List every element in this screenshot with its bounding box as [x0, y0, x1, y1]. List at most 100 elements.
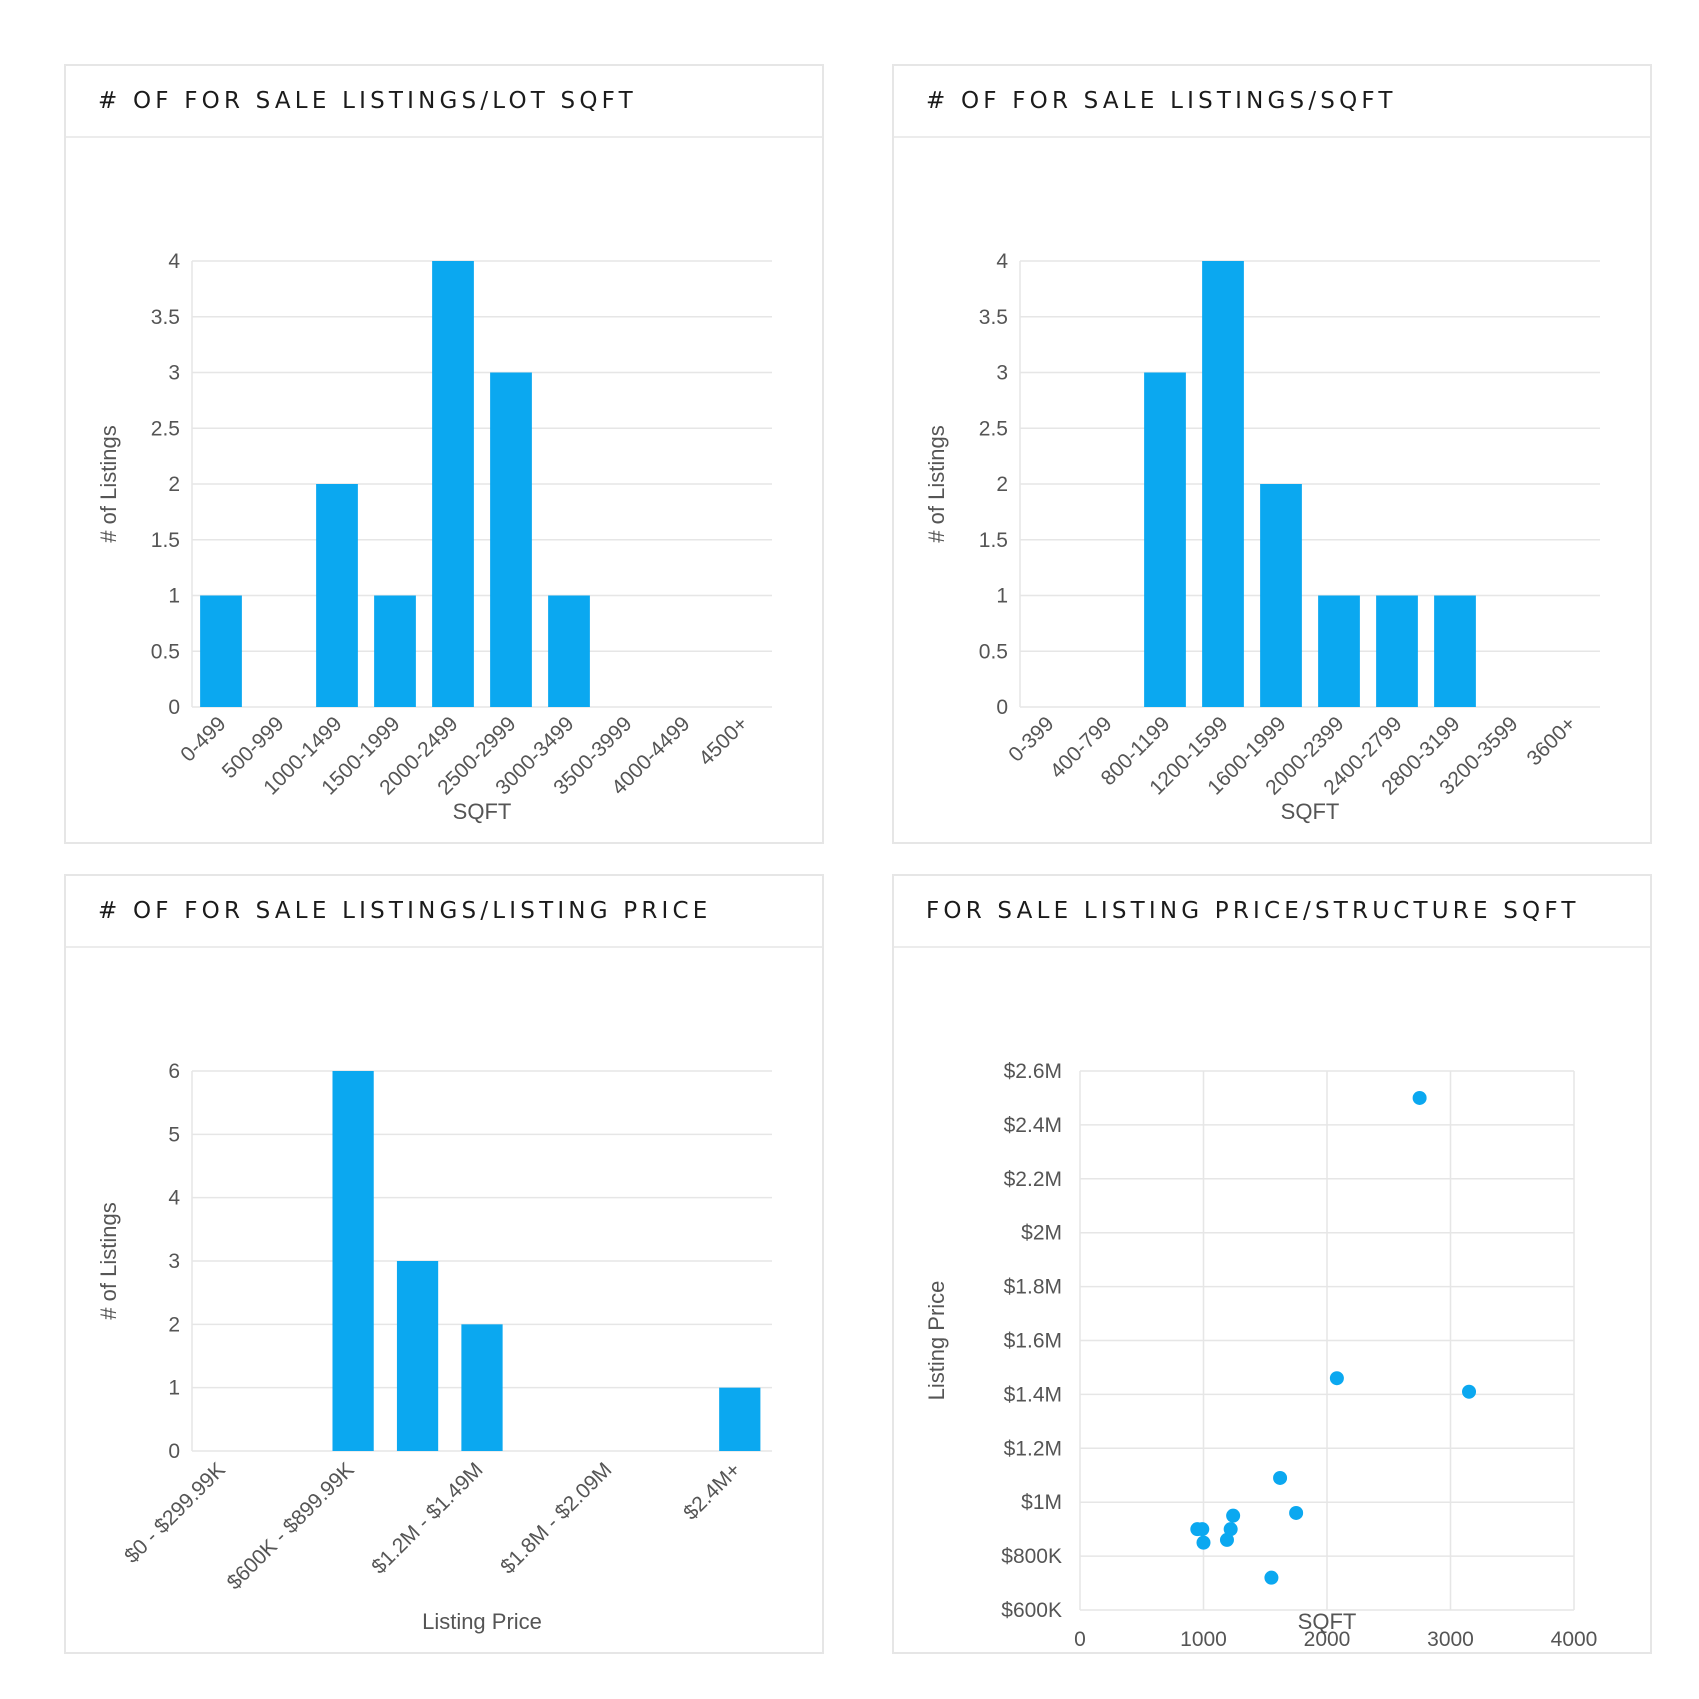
sqft-bar-chart: 00.511.522.533.540-399400-799800-1199120…	[924, 250, 1600, 824]
x-tick-label: $1.8M - $2.09M	[496, 1458, 616, 1578]
y-tick-label: 4	[168, 1187, 180, 1210]
x-tick-label: $1.2M - $1.49M	[367, 1458, 487, 1578]
bar	[1144, 372, 1186, 707]
bar	[719, 1387, 761, 1451]
bar	[1260, 484, 1302, 707]
y-tick-label: $800K	[1001, 1545, 1062, 1568]
y-axis-title: # of Listings	[924, 425, 949, 542]
y-tick-label: 1.5	[151, 529, 180, 552]
bar	[432, 261, 474, 707]
y-tick-label: $2M	[1021, 1222, 1062, 1245]
chart-card-sqft: # OF FOR SALE LISTINGS/SQFT 0 0.5 1 1.5 2 2.5…	[892, 64, 1652, 844]
data-point	[1462, 1384, 1477, 1399]
y-tick-label: 1	[168, 1377, 180, 1400]
bar	[490, 372, 532, 707]
bar	[548, 595, 590, 707]
y-tick-label: 1	[168, 585, 180, 608]
y-tick-label: 2	[168, 473, 180, 496]
y-tick-label: 0	[996, 696, 1008, 719]
data-point	[1412, 1090, 1427, 1105]
y-tick-label: 0	[168, 696, 180, 719]
y-tick-label: 3	[168, 362, 180, 385]
listing-price-bar-chart: 0 1 2 3 4 5 6 $0 - $299.99K$600K - $899.99K $1.2…	[96, 1060, 772, 1634]
bar	[374, 595, 416, 707]
bar	[396, 1261, 439, 1451]
y-tick-label: 1	[996, 585, 1008, 608]
y-axis-title: # of Listings	[96, 1202, 121, 1319]
y-tick-label: $1.6M	[1004, 1330, 1062, 1353]
y-axis-title: Listing Price	[924, 1281, 949, 1401]
data-point	[1289, 1505, 1304, 1520]
data-point	[1219, 1532, 1234, 1547]
data-point	[1195, 1522, 1210, 1537]
bar	[461, 1324, 503, 1451]
y-tick-label: $1.2M	[1004, 1437, 1062, 1460]
y-tick-label: 3.5	[979, 306, 1008, 329]
y-tick-label: 3	[996, 362, 1008, 385]
y-tick-label: $2.2M	[1004, 1168, 1062, 1191]
chart-title: # OF FOR SALE LISTINGS/LOT SQFT	[98, 88, 637, 114]
y-tick-label: 6	[168, 1060, 180, 1083]
chart-card-lot-sqft: # OF FOR SALE LISTINGS/LOT SQFT 0 0.5 1 1.5…	[64, 64, 824, 844]
x-tick-label: 2000	[1304, 1628, 1351, 1651]
data-point	[1273, 1470, 1288, 1485]
x-tick-label: 0-399	[1004, 712, 1058, 766]
data-point	[1226, 1508, 1241, 1523]
data-point	[1196, 1535, 1211, 1550]
lot-sqft-bar-chart: 00.511.522.533.540-499500-9991000-149915…	[96, 250, 772, 824]
x-axis-title: SQFT	[453, 799, 512, 824]
y-tick-label: $600K	[1001, 1599, 1062, 1622]
data-point	[1223, 1522, 1238, 1537]
y-tick-label: 2.5	[151, 417, 180, 440]
data-point	[1329, 1371, 1344, 1386]
chart-card-listing-price: # OF FOR SALE LISTINGS/LISTING PRICE 0 1 2…	[64, 874, 824, 1654]
x-tick-label: 4500+	[695, 712, 753, 770]
chart-card-header: # OF FOR SALE LISTINGS/LOT SQFT	[66, 66, 822, 138]
bar	[1376, 595, 1418, 707]
x-axis-title: SQFT	[1281, 799, 1340, 824]
y-tick-label: $1.8M	[1004, 1276, 1062, 1299]
bar	[200, 595, 242, 707]
x-tick-label: 1000	[1180, 1628, 1227, 1651]
y-tick-label: 3	[168, 1250, 180, 1273]
x-axis-title: SQFT	[1298, 1609, 1357, 1634]
y-tick-label: $2.6M	[1004, 1060, 1062, 1083]
y-tick-label: $2.4M	[1004, 1114, 1062, 1137]
bar	[316, 484, 358, 707]
x-tick-label: $0 - $299.99K	[120, 1458, 230, 1568]
bar	[1318, 595, 1360, 707]
y-tick-label: 1.5	[979, 529, 1008, 552]
chart-card-header: FOR SALE LISTING PRICE/STRUCTURE SQFT	[894, 876, 1650, 948]
price-vs-sqft-scatter-chart: $600K $800K $1M $1.2M $1.4M $1.6M $1.8M $2M $2.2…	[924, 1060, 1598, 1651]
bar	[1434, 595, 1476, 707]
chart-card-price-vs-sqft: FOR SALE LISTING PRICE/STRUCTURE SQFT $6…	[892, 874, 1652, 1654]
bar	[1202, 261, 1244, 707]
y-tick-label: 2.5	[979, 417, 1008, 440]
y-tick-label: 0.5	[979, 640, 1008, 663]
y-tick-label: 2	[168, 1313, 180, 1336]
chart-card-header: # OF FOR SALE LISTINGS/SQFT	[894, 66, 1650, 138]
y-tick-label: 2	[996, 473, 1008, 496]
y-tick-label: $1.4M	[1004, 1383, 1062, 1406]
chart-title: # OF FOR SALE LISTINGS/LISTING PRICE	[98, 898, 712, 924]
x-tick-label: 0-499	[176, 712, 230, 766]
y-tick-label: 0	[168, 1440, 180, 1463]
x-tick-label: 3600+	[1523, 712, 1581, 770]
y-tick-label: 4	[168, 250, 180, 273]
x-tick-label: 3000	[1427, 1628, 1474, 1651]
chart-card-header: # OF FOR SALE LISTINGS/LISTING PRICE	[66, 876, 822, 948]
x-tick-label: 0	[1074, 1628, 1086, 1651]
chart-title: FOR SALE LISTING PRICE/STRUCTURE SQFT	[926, 898, 1580, 924]
x-tick-label: $600K - $899.99K	[223, 1458, 359, 1594]
x-tick-label: $2.4M+	[679, 1458, 745, 1524]
bar	[332, 1071, 374, 1451]
y-tick-label: 3.5	[151, 306, 180, 329]
data-point	[1264, 1570, 1279, 1585]
y-tick-label: 4	[996, 250, 1008, 273]
y-axis-title: # of Listings	[96, 425, 121, 542]
chart-title: # OF FOR SALE LISTINGS/SQFT	[926, 88, 1397, 114]
x-tick-label: 4000	[1551, 1628, 1598, 1651]
y-tick-label: 5	[168, 1123, 180, 1146]
y-tick-label: 0.5	[151, 640, 180, 663]
y-tick-label: $1M	[1021, 1491, 1062, 1514]
